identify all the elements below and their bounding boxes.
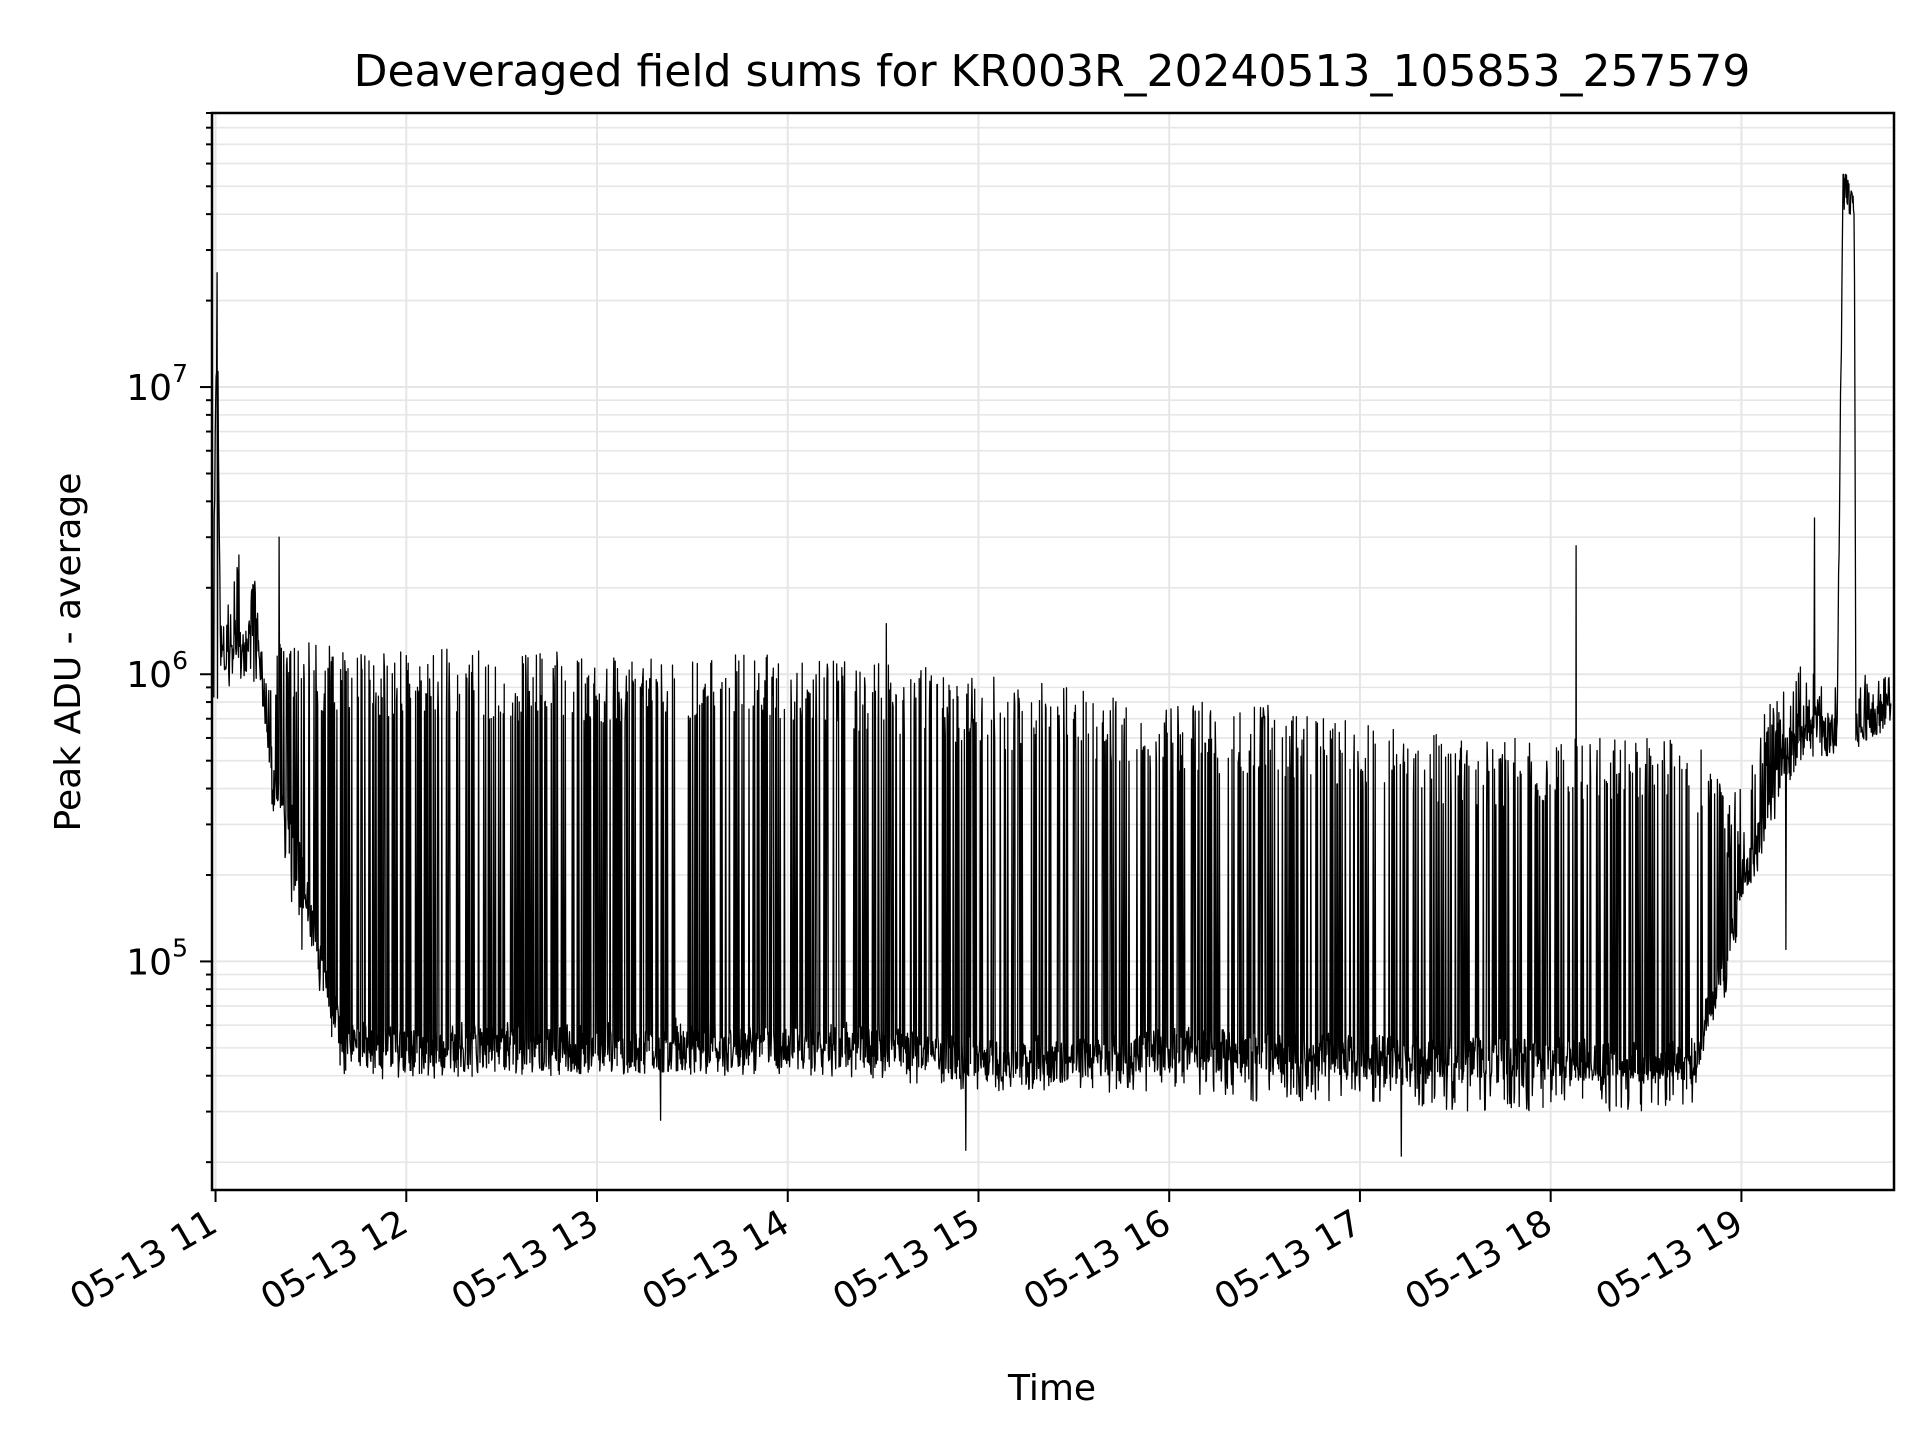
- x-axis-label: Time: [1007, 1368, 1096, 1409]
- plot-frame: [210, 111, 1896, 1192]
- y-tick-label: 106: [126, 646, 188, 696]
- y-tick-label: 105: [126, 933, 188, 983]
- y-tick-label: 107: [126, 359, 188, 409]
- chart-title: Deaveraged field sums for KR003R_2024051…: [354, 46, 1751, 97]
- y-axis-label: Peak ADU - average: [48, 473, 89, 832]
- series-line: [212, 173, 1892, 1157]
- data-series: [212, 173, 1892, 1157]
